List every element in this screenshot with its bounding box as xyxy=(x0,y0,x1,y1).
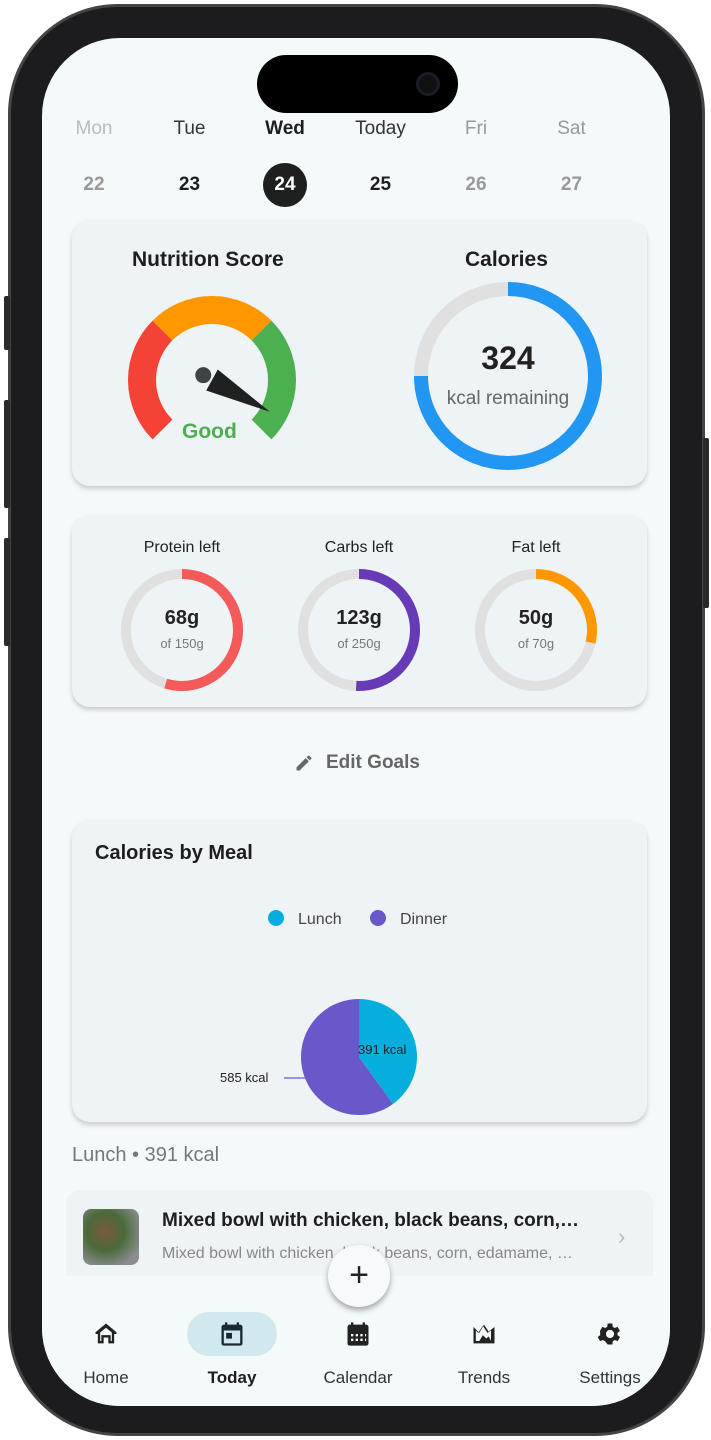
nav-label: Home xyxy=(83,1368,129,1387)
gear-icon xyxy=(597,1323,621,1345)
gauge-good-segment xyxy=(251,320,296,440)
day-name: Tue xyxy=(173,118,206,139)
plus-icon: + xyxy=(349,1256,369,1294)
macro-label: Protein left xyxy=(143,539,221,556)
chart-title: Calories by Meal xyxy=(95,842,253,864)
nav-home[interactable]: Home xyxy=(56,1312,156,1388)
pie-label-lunch: 391 kcal xyxy=(358,1042,407,1057)
day-number: 26 xyxy=(465,174,487,195)
macro-ring-fill xyxy=(355,569,420,691)
pie-slice-lunch xyxy=(359,999,417,1105)
calories-title: Calories xyxy=(465,248,548,271)
day-tue[interactable]: Tue 23 xyxy=(150,118,230,207)
volume-down-button xyxy=(4,538,10,646)
pie-label-leader xyxy=(284,1075,311,1079)
day-number: 22 xyxy=(83,174,105,195)
nav-trends[interactable]: Trends xyxy=(434,1312,534,1388)
day-number: 23 xyxy=(178,174,201,195)
legend-dinner: Dinner xyxy=(370,910,448,928)
add-meal-fab[interactable]: + xyxy=(328,1245,390,1307)
day-name: Wed xyxy=(265,118,305,139)
nav-today[interactable]: Today xyxy=(182,1312,282,1388)
macro-value: 123g xyxy=(336,607,382,629)
meal-thumbnail xyxy=(83,1209,139,1265)
gauge-needle-hub xyxy=(195,367,212,384)
macro-ring-fill xyxy=(164,569,243,691)
macro-goal: of 250g xyxy=(337,636,381,651)
edit-goals-label: Edit Goals xyxy=(326,752,420,773)
day-number: 25 xyxy=(369,174,392,195)
summary-card: Nutrition Score Good Calories 324 kcal r… xyxy=(72,220,647,486)
calories-remaining-value: 324 xyxy=(481,340,535,376)
macro-label: Carbs left xyxy=(324,539,394,556)
day-wed[interactable]: Wed 24 xyxy=(245,118,325,207)
day-number: 27 xyxy=(560,174,583,195)
gauge-poor-segment xyxy=(128,320,173,440)
volume-up-button xyxy=(4,400,10,508)
pie-chart: Lunch Dinner 391 kcal 585 kcal xyxy=(220,910,448,1115)
nav-label: Settings xyxy=(579,1368,641,1387)
nutrition-score-title: Nutrition Score xyxy=(132,248,284,271)
dynamic-island xyxy=(257,55,458,113)
legend-swatch xyxy=(370,910,386,926)
macro-protein: Protein left xyxy=(117,539,247,557)
macro-ring xyxy=(121,569,243,691)
app-screen: Mon 22 Tue 23 Wed 24 Today 25 Fri 26 Sat 27 Nutriti… xyxy=(42,38,670,1406)
macro-value: 68g xyxy=(164,607,200,629)
day-name: Sat xyxy=(557,118,586,139)
nav-label: Today xyxy=(207,1368,257,1387)
gauge-fair-segment xyxy=(152,296,272,341)
calendar-icon xyxy=(347,1322,369,1346)
macro-fat: Fat left xyxy=(471,539,601,557)
today-icon xyxy=(221,1322,243,1346)
day-fri[interactable]: Fri 26 xyxy=(436,118,516,207)
pencil-icon xyxy=(296,755,312,771)
chevron-right-icon: › xyxy=(618,1224,626,1249)
home-icon xyxy=(95,1323,117,1344)
legend-swatch xyxy=(268,910,284,926)
meal-subtitle: Mixed bowl with chicken, black beans, co… xyxy=(162,1245,573,1262)
gauge-needle xyxy=(206,369,270,412)
macro-ring-fill xyxy=(535,569,597,644)
silent-switch xyxy=(4,296,10,350)
day-name: Fri xyxy=(464,118,488,139)
macro-label: Fat left xyxy=(511,539,561,556)
legend-label: Dinner xyxy=(400,911,448,928)
nav-label: Calendar xyxy=(323,1368,393,1387)
day-today[interactable]: Today 25 xyxy=(341,118,421,207)
macro-carbs: Carbs left xyxy=(294,539,424,557)
score-label: Good xyxy=(182,420,237,443)
edit-goals-button[interactable]: Edit Goals xyxy=(294,752,420,774)
day-sat[interactable]: Sat 27 xyxy=(532,118,612,207)
macros-card: Protein left 68g of 150g Carbs left 123g of 2… xyxy=(72,515,647,707)
legend-lunch: Lunch xyxy=(268,910,342,928)
macro-goal: of 70g xyxy=(517,636,555,651)
nutrition-score-gauge xyxy=(128,296,296,440)
macro-goal: of 150g xyxy=(160,636,204,651)
power-button xyxy=(703,438,709,608)
day-name: Mon xyxy=(75,118,113,139)
macro-ring xyxy=(298,569,420,691)
meal-list-item[interactable]: Mixed bowl with chicken, black beans, co… xyxy=(66,1190,653,1280)
macro-value: 50g xyxy=(518,607,554,629)
calories-by-meal-card: Calories by Meal Lunch Dinner 391 kcal 585 … xyxy=(72,820,647,1122)
pie-label-dinner: 585 kcal xyxy=(220,1070,269,1085)
calories-ring xyxy=(414,282,602,470)
calories-ring-fill xyxy=(414,282,602,470)
day-number: 24 xyxy=(263,163,307,207)
day-name: Today xyxy=(355,118,406,139)
legend-label: Lunch xyxy=(298,911,342,928)
nav-label: Trends xyxy=(457,1368,511,1387)
nav-settings[interactable]: Settings xyxy=(560,1312,660,1388)
day-mon[interactable]: Mon 22 xyxy=(54,118,134,207)
calories-unit: kcal remaining xyxy=(446,388,570,409)
macro-ring xyxy=(475,569,597,691)
meal-section-header: Lunch • 391 kcal xyxy=(72,1144,220,1166)
pie-slice-dinner xyxy=(301,999,393,1115)
meal-title: Mixed bowl with chicken, black beans, co… xyxy=(162,1210,580,1231)
nav-calendar[interactable]: Calendar xyxy=(308,1312,408,1388)
trends-icon xyxy=(473,1324,495,1344)
